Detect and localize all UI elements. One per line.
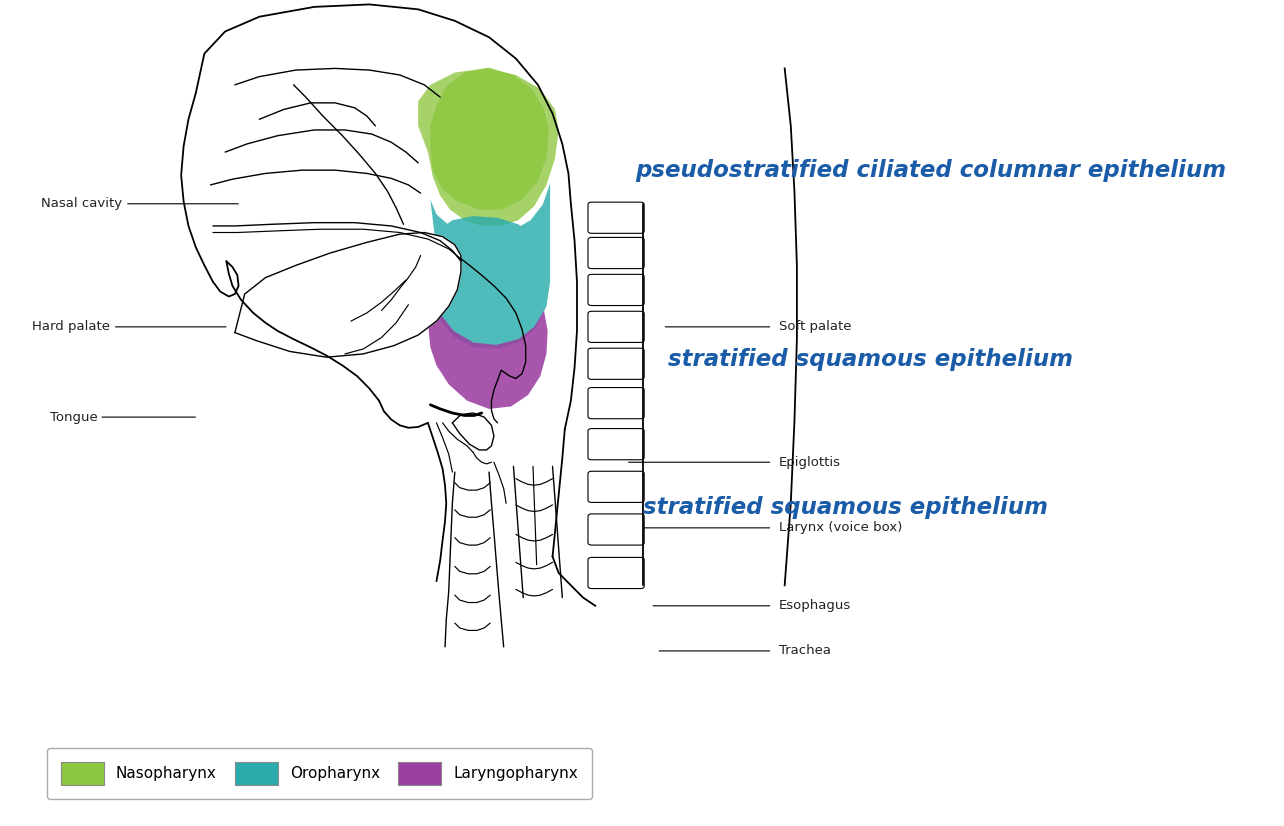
Text: Trachea: Trachea [778, 644, 831, 657]
Text: stratified squamous epithelium: stratified squamous epithelium [643, 496, 1048, 519]
FancyBboxPatch shape [588, 202, 645, 233]
Text: Nasal cavity: Nasal cavity [41, 197, 122, 211]
FancyBboxPatch shape [588, 237, 645, 268]
Text: Esophagus: Esophagus [778, 600, 851, 612]
Polygon shape [235, 232, 461, 357]
Text: Larynx (voice box): Larynx (voice box) [778, 521, 901, 534]
Polygon shape [428, 269, 548, 409]
Text: pseudostratified ciliated columnar epithelium: pseudostratified ciliated columnar epith… [636, 159, 1226, 183]
Polygon shape [430, 68, 548, 210]
FancyBboxPatch shape [588, 472, 645, 502]
Text: Epiglottis: Epiglottis [778, 456, 841, 468]
Text: stratified squamous epithelium: stratified squamous epithelium [668, 349, 1072, 371]
FancyBboxPatch shape [588, 311, 645, 343]
Text: Soft palate: Soft palate [778, 320, 851, 334]
Text: Tongue: Tongue [50, 411, 98, 424]
Text: Hard palate: Hard palate [32, 320, 110, 334]
Polygon shape [428, 183, 550, 349]
FancyBboxPatch shape [588, 514, 645, 545]
Polygon shape [419, 69, 559, 226]
FancyBboxPatch shape [588, 387, 645, 419]
FancyBboxPatch shape [588, 274, 645, 306]
FancyBboxPatch shape [588, 349, 645, 379]
FancyBboxPatch shape [588, 429, 645, 460]
Legend: Nasopharynx, Oropharynx, Laryngopharynx: Nasopharynx, Oropharynx, Laryngopharynx [48, 748, 592, 800]
FancyBboxPatch shape [588, 558, 645, 589]
